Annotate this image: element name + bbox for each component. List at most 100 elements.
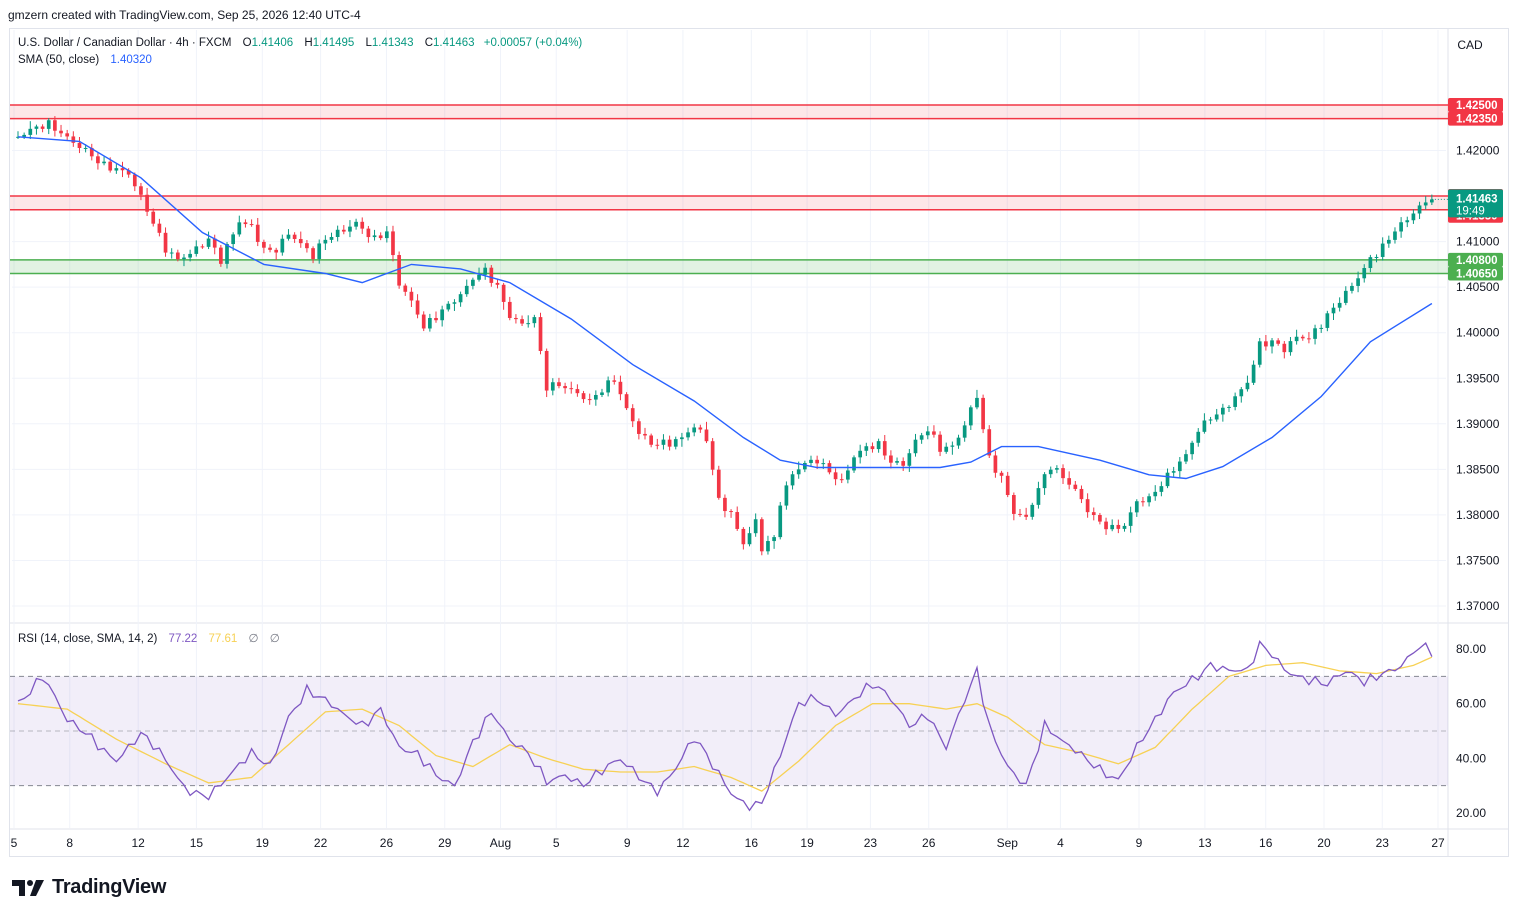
candle-body bbox=[1300, 336, 1305, 339]
candle-body bbox=[1264, 341, 1268, 347]
candle-body bbox=[999, 472, 1004, 476]
candle-body bbox=[1313, 328, 1317, 339]
candle-body bbox=[563, 386, 567, 389]
candle-body bbox=[1085, 499, 1090, 513]
candle-body bbox=[139, 186, 143, 195]
candle-body bbox=[1337, 302, 1342, 308]
sma-line bbox=[17, 136, 1433, 480]
candle-body bbox=[489, 267, 494, 283]
price-tick-label: 1.40000 bbox=[1456, 326, 1500, 340]
candle-body bbox=[864, 446, 869, 451]
time-tick-label: 8 bbox=[66, 836, 73, 850]
candle-body bbox=[1343, 290, 1348, 303]
candle-body bbox=[46, 120, 51, 129]
candle-body bbox=[274, 249, 279, 253]
candle-body bbox=[716, 469, 721, 498]
time-tick-label: 5 bbox=[11, 836, 18, 850]
candle-body bbox=[1214, 414, 1219, 420]
candle-body bbox=[1196, 431, 1201, 443]
candle-body bbox=[1098, 515, 1102, 522]
candle-body bbox=[833, 472, 838, 480]
candle-body bbox=[323, 239, 328, 244]
price-tick-label: 1.38000 bbox=[1456, 508, 1500, 522]
candle-body bbox=[268, 247, 272, 250]
candle-body bbox=[1134, 501, 1139, 513]
time-tick-label: 19 bbox=[800, 836, 814, 850]
candle-body bbox=[1368, 257, 1373, 269]
resistance-zone bbox=[10, 196, 1448, 210]
candle-body bbox=[526, 323, 531, 325]
candle-body bbox=[219, 247, 223, 264]
candle-body bbox=[649, 435, 654, 445]
candle-body bbox=[692, 427, 697, 433]
candle-body bbox=[1276, 340, 1281, 344]
candle-body bbox=[1325, 313, 1330, 328]
sma-label: SMA (50, close) bbox=[18, 54, 99, 66]
time-tick-label: 22 bbox=[314, 836, 328, 850]
candle-body bbox=[962, 425, 967, 438]
candle-body bbox=[514, 317, 518, 320]
candle-body bbox=[305, 243, 309, 249]
candle-body bbox=[1221, 407, 1225, 415]
candle-body bbox=[1024, 514, 1028, 517]
candle-body bbox=[1282, 343, 1287, 353]
candle-body bbox=[624, 394, 629, 409]
level-price-tag: 1.42350 bbox=[1448, 111, 1503, 126]
candle-body bbox=[1190, 442, 1194, 455]
candle-body bbox=[532, 317, 537, 324]
price-tick-label: 1.37000 bbox=[1456, 599, 1500, 613]
brand-logo[interactable]: TradingView bbox=[12, 876, 166, 899]
candle-body bbox=[1012, 495, 1016, 514]
candle-body bbox=[1331, 307, 1336, 314]
candle-body bbox=[723, 497, 727, 512]
candle-body bbox=[212, 238, 217, 248]
time-tick-label: 29 bbox=[438, 836, 452, 850]
candle-body bbox=[1227, 406, 1231, 408]
rsi-value: 77.22 bbox=[169, 633, 198, 645]
high-value: 1.41495 bbox=[313, 37, 355, 49]
candle-body bbox=[120, 168, 125, 171]
candle-body bbox=[735, 512, 740, 529]
candle-body bbox=[809, 459, 813, 463]
candle-body bbox=[89, 147, 94, 157]
candle-body bbox=[1091, 512, 1096, 516]
candle-body bbox=[1251, 364, 1256, 383]
candle-body bbox=[434, 317, 438, 321]
time-tick-label: Aug bbox=[490, 836, 511, 850]
symbol-name: U.S. Dollar / Canadian Dollar · 4h · FXC… bbox=[18, 37, 231, 49]
time-tick-label: 13 bbox=[1198, 836, 1212, 850]
candle-body bbox=[710, 441, 715, 470]
candle-body bbox=[335, 229, 340, 237]
candle-body bbox=[1208, 419, 1213, 421]
candle-body bbox=[206, 238, 211, 247]
candle-body bbox=[1202, 420, 1207, 432]
candle-body bbox=[182, 257, 186, 260]
candle-body bbox=[151, 211, 156, 224]
candle-body bbox=[1067, 478, 1072, 485]
rsi-ma-value: 77.61 bbox=[209, 633, 238, 645]
candle-body bbox=[1110, 524, 1115, 530]
candle-body bbox=[237, 222, 242, 235]
candle-body bbox=[83, 147, 88, 149]
time-tick-label: 16 bbox=[745, 836, 759, 850]
candle-body bbox=[428, 317, 432, 329]
candle-body bbox=[950, 445, 955, 447]
time-tick-label: 26 bbox=[380, 836, 394, 850]
candle-body bbox=[1386, 239, 1391, 244]
candle-body bbox=[145, 194, 149, 212]
candle-body bbox=[753, 519, 758, 534]
candle-body bbox=[882, 441, 887, 456]
candle-body bbox=[944, 446, 949, 452]
candle-body bbox=[292, 234, 297, 240]
rsi-tick-label: 40.00 bbox=[1456, 751, 1486, 765]
candle-body bbox=[397, 255, 401, 286]
chart-caption: gmzern created with TradingView.com, Sep… bbox=[8, 8, 361, 22]
candle-body bbox=[22, 134, 26, 137]
price-tick-label: 1.37500 bbox=[1456, 553, 1500, 567]
candle-body bbox=[557, 382, 561, 387]
candle-body bbox=[1177, 461, 1182, 472]
time-tick-label: 9 bbox=[1136, 836, 1143, 850]
candle-body bbox=[600, 392, 604, 395]
currency-label[interactable]: CAD bbox=[1457, 38, 1483, 52]
